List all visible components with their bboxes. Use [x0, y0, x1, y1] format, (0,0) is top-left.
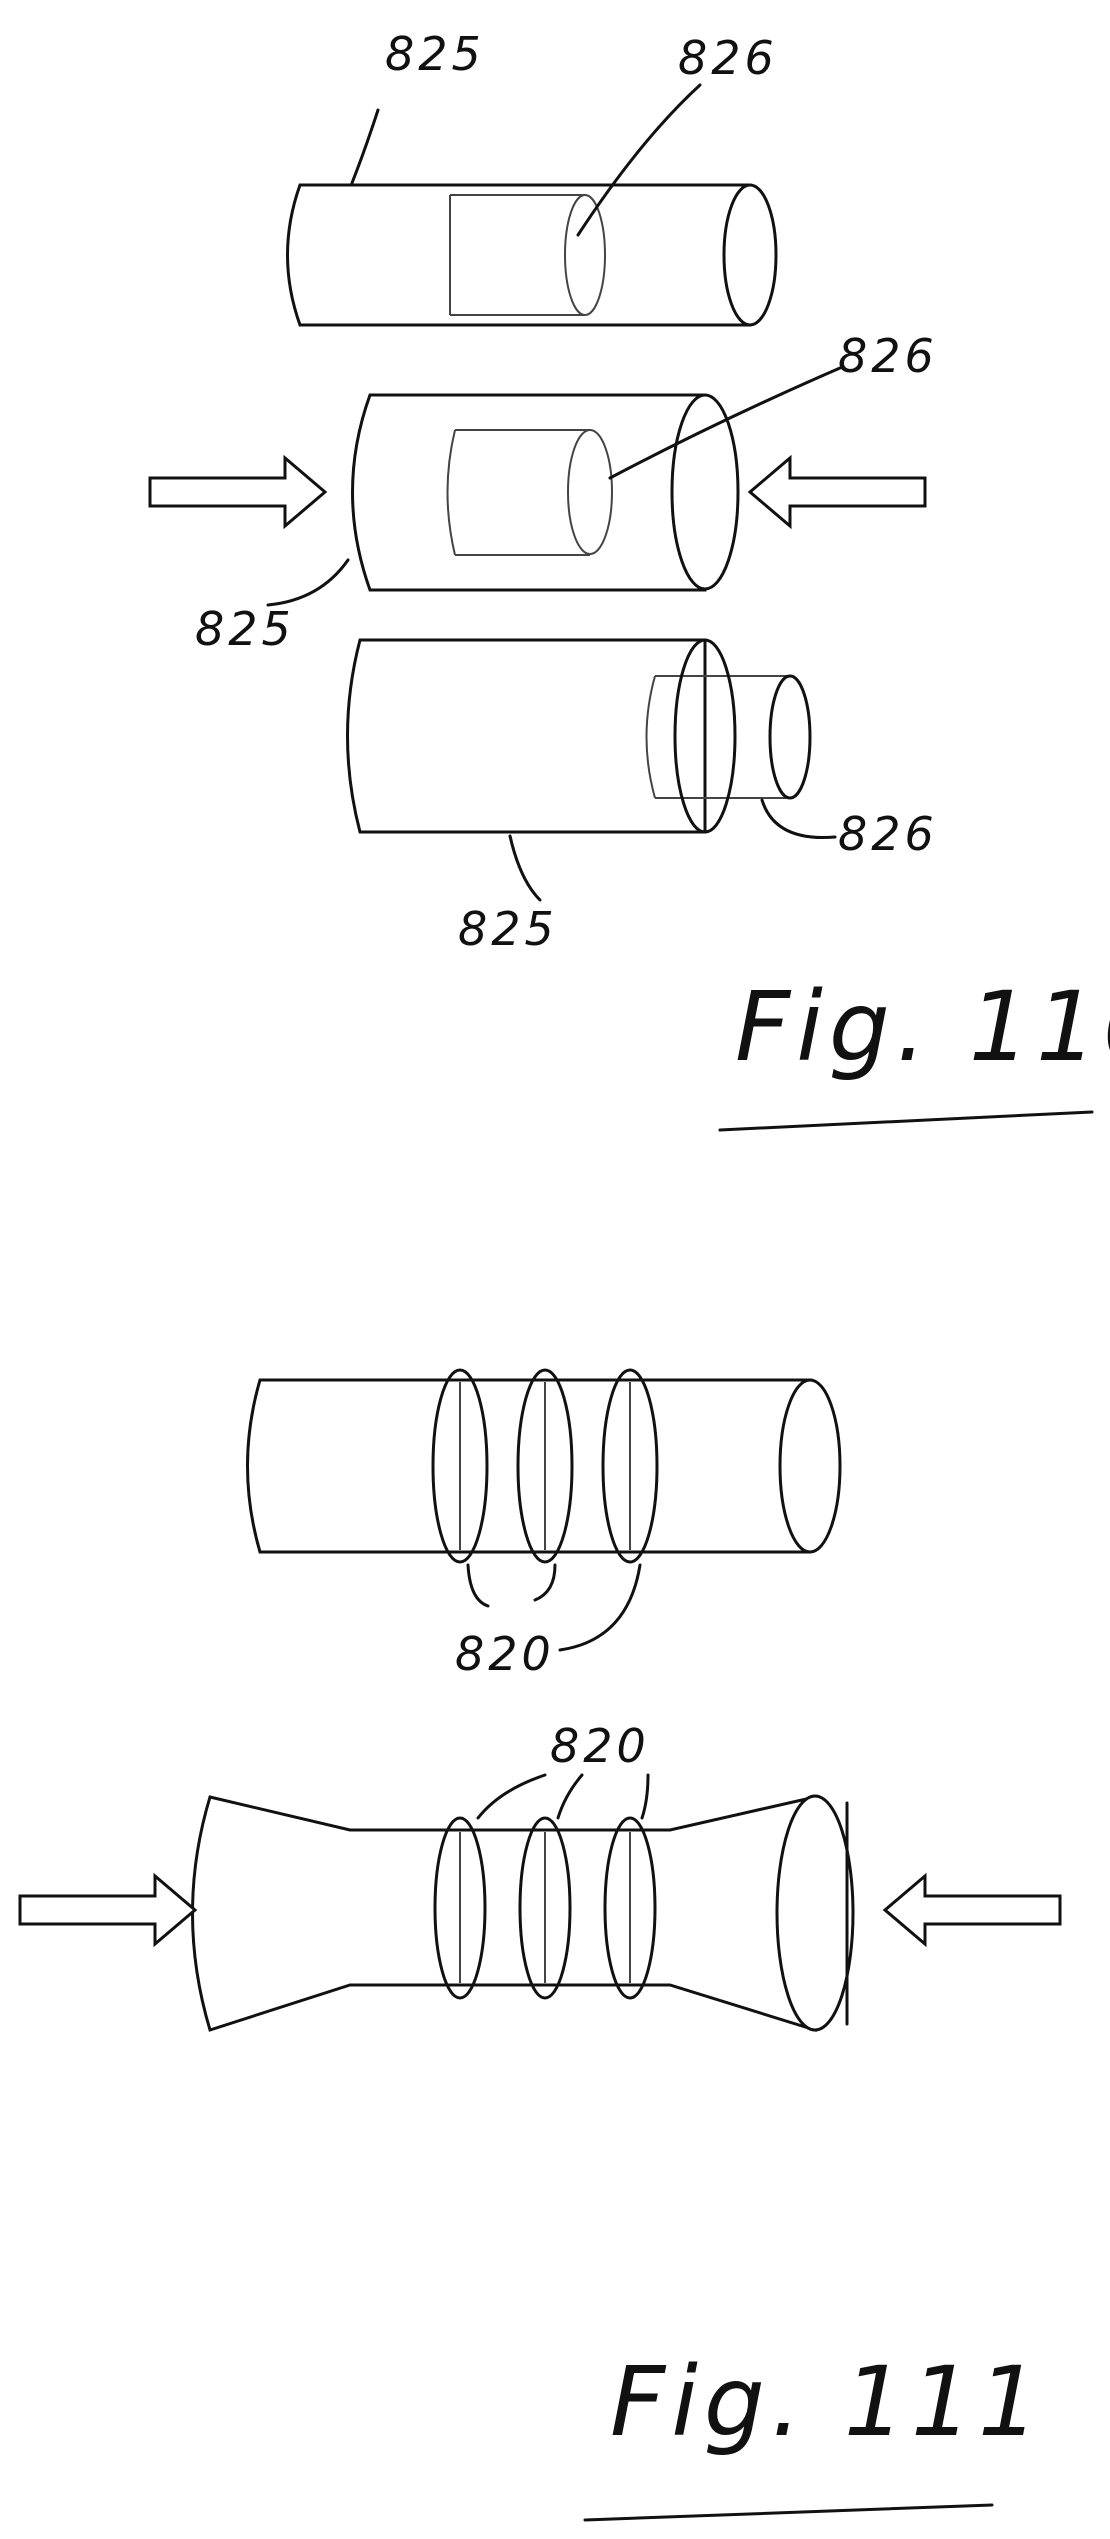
leader-825-top: [352, 110, 378, 183]
arrow-lower-left-pointing-right: [20, 1876, 195, 1944]
callout-826-middle: 826: [838, 329, 938, 383]
leader-820-upper-2: [535, 1565, 555, 1600]
cylinder-middle: [353, 395, 739, 590]
cylinder-middle-body: [353, 395, 706, 590]
cylinder-ringed-upper-body: [248, 1380, 811, 1552]
cylinder-bottom-body: [348, 640, 706, 832]
hourglass-end-face: [777, 1796, 853, 2030]
leader-825-bottom: [510, 836, 540, 900]
callout-826-top: 826: [678, 31, 778, 85]
hourglass-outline: [193, 1797, 816, 2030]
leader-820-lower-3: [642, 1775, 648, 1818]
callout-820-lower: 820: [550, 1719, 650, 1773]
callout-826-bottom: 826: [838, 807, 938, 861]
leader-820-upper-1: [468, 1565, 488, 1606]
callout-820-upper: 820: [455, 1627, 555, 1681]
figure-label-110-underline: [720, 1112, 1092, 1130]
callout-825-bottom: 825: [458, 902, 558, 956]
hourglass-body-lower: [193, 1796, 854, 2030]
cylinder-bottom: [348, 640, 811, 832]
figure-label-111-underline: [585, 2505, 992, 2520]
figure-label-110: Fig. 110: [735, 971, 1110, 1083]
arrow-right-pointing-left: [750, 458, 925, 526]
figure-label-111: Fig. 111: [610, 2346, 1045, 2458]
leader-826-bottom: [762, 800, 835, 838]
cylinder-ringed-upper-end: [780, 1380, 840, 1552]
cylinder-top: [288, 185, 777, 325]
arrow-left-pointing-right: [150, 458, 325, 526]
leader-820-lower-1: [478, 1775, 545, 1818]
leader-820-lower-2: [558, 1775, 582, 1818]
callout-825-top: 825: [385, 27, 485, 81]
cylinder-middle-end: [672, 395, 738, 589]
figure-111: 820 820 Fig. 111: [20, 1370, 1060, 2520]
cylinder-top-body: [288, 185, 751, 325]
callout-825-middle: 825: [195, 602, 295, 656]
arrow-lower-right-pointing-left: [885, 1876, 1060, 1944]
figure-110: 825 826 826 825 826 825 Fig. 110: [150, 27, 1110, 1130]
cylinder-top-end: [724, 185, 776, 325]
leader-820-upper-3: [560, 1565, 640, 1650]
leader-825-middle: [268, 560, 348, 605]
cylinder-ringed-upper: [248, 1370, 841, 1562]
